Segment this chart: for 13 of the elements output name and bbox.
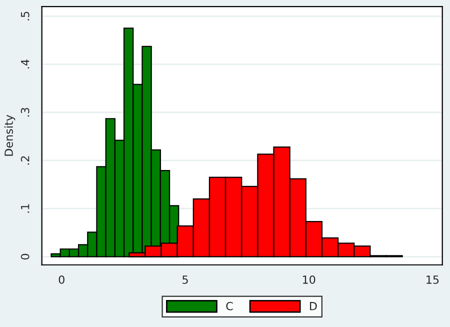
y-tick-label: .5 <box>21 12 30 20</box>
y-tick-label: .2 <box>20 156 30 165</box>
y-tick-label: .4 <box>21 60 30 68</box>
legend-label: D <box>310 302 317 310</box>
x-tick-label: 10 <box>303 275 316 284</box>
x-tick-label: 5 <box>182 276 188 284</box>
x-tick-label: 15 <box>426 276 439 284</box>
y-tick-label: 0 <box>20 254 30 260</box>
y-axis-title: Density <box>4 114 16 156</box>
y-tick-label: .1 <box>21 204 30 213</box>
x-tick-label: 0 <box>58 275 64 284</box>
legend-label: C <box>226 302 233 310</box>
y-tick-label: .3 <box>20 108 30 116</box>
